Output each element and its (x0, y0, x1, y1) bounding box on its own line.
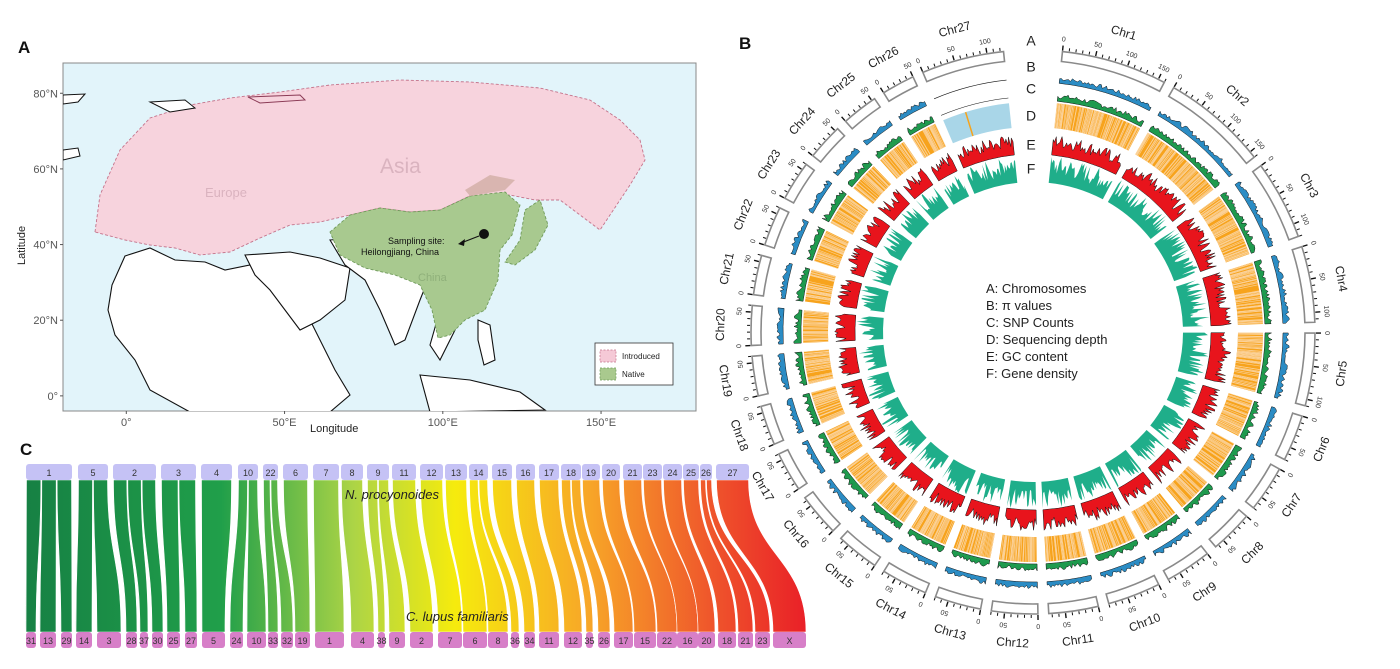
land-philippines (477, 319, 496, 366)
y-axis-ticks: 0° 20°N 40°N 60°N 80°N (33, 88, 63, 403)
region-label-europe: Europe (205, 185, 247, 200)
sampling-site-marker (479, 229, 489, 239)
x-axis-ticks: 0° 50°E 100°E 150°E (121, 411, 616, 429)
x-tick-label: 100°E (428, 417, 458, 429)
legend-swatch-native (599, 367, 617, 381)
sampling-site-label-line1: Sampling site: (388, 236, 445, 246)
y-tick-label: 80°N (33, 88, 58, 100)
y-tick-label: 60°N (33, 164, 58, 176)
y-tick-label: 40°N (33, 240, 58, 252)
land-middle-east (244, 251, 351, 331)
y-tick-label: 20°N (33, 315, 58, 327)
land-africa (107, 247, 351, 411)
region-native (329, 191, 521, 339)
legend-swatch-introduced (599, 349, 617, 363)
region-overlap (465, 175, 515, 196)
land-greenland (63, 93, 87, 105)
panel-label-a: A (18, 38, 31, 57)
panel-label-b: B (739, 34, 752, 53)
arrow-head (458, 239, 465, 246)
map-legend: Introduced Native (594, 342, 674, 386)
region-label-china: China (418, 272, 448, 284)
land-franz-josef (247, 94, 307, 104)
land-iceland (63, 147, 81, 161)
region-native-japan (504, 199, 549, 266)
legend-label-introduced: Introduced (622, 352, 660, 361)
y-axis-label: Latitude (16, 226, 28, 265)
region-introduced (94, 79, 646, 256)
panel-label-c: C (20, 440, 33, 459)
land-svalbard (148, 99, 197, 113)
x-tick-label: 0° (121, 417, 132, 429)
legend-label-native: Native (622, 370, 645, 379)
land-indonesia (419, 374, 547, 411)
region-label-asia: Asia (380, 155, 421, 178)
x-axis-label: Longitude (310, 423, 358, 435)
sampling-site-label-line2: Heilongjiang, China (361, 247, 439, 257)
x-tick-label: 50°E (273, 417, 297, 429)
x-tick-label: 150°E (586, 417, 616, 429)
y-tick-label: 0° (47, 391, 58, 403)
